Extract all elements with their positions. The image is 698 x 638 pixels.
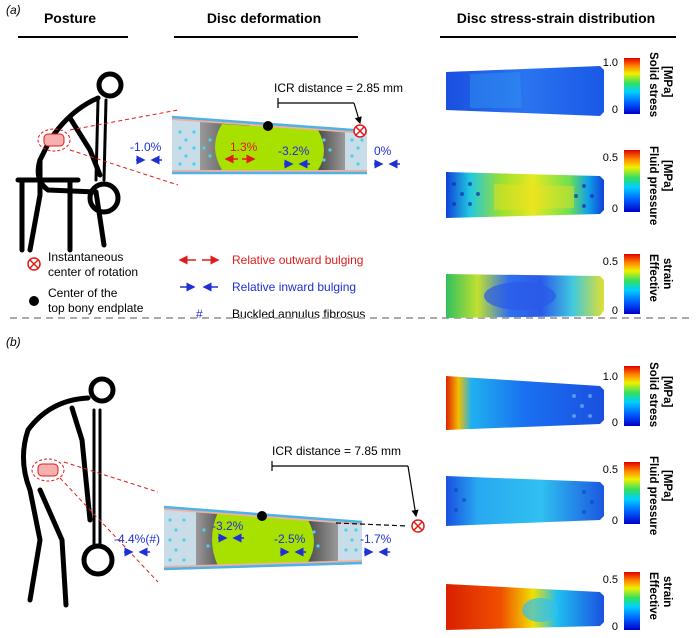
label-a-left-outer: -1.0% — [130, 140, 162, 154]
legend-icr-line1: Instantaneous — [48, 250, 123, 264]
map-b-effective-strain — [446, 584, 604, 630]
legend-buckled-symbol: # — [196, 307, 203, 321]
label-a-right-outer: 0% — [374, 144, 392, 158]
legend-inward: Relative inward bulging — [232, 280, 356, 294]
map-a-effective-strain — [446, 274, 604, 318]
icr-symbol-a — [353, 124, 367, 138]
seated-figure-icon — [15, 71, 124, 253]
colorbar-b3-title1: Effective — [647, 572, 659, 620]
colorbar-a1-title1: Solid stress — [647, 52, 659, 117]
panel-b-tag: (b) — [6, 335, 21, 349]
label-a-center-blue: -3.2% — [278, 144, 310, 158]
colorbar-a2-max: 0.5 — [603, 152, 618, 164]
map-a-fluid-pressure — [446, 172, 604, 218]
endplate-center-dot-b — [257, 511, 267, 521]
colorbar-b-fluid-pressure: 0.5 0 Fluid pressure [MPa] — [603, 456, 673, 535]
label-b-left-outer: -4.4%(#) — [114, 532, 160, 546]
map-a-solid-stress — [446, 66, 604, 116]
colorbar-b1-max: 1.0 — [603, 371, 618, 383]
colorbar-a1-max: 1.0 — [603, 57, 618, 69]
legend-icr-line2: center of rotation — [48, 265, 138, 279]
spine-highlight-b — [31, 458, 65, 482]
colorbar-a-effective-strain: 0.5 0 Effective strain — [603, 254, 673, 317]
colorbar-a3-min: 0 — [612, 305, 618, 317]
label-a-center-red: 1.3% — [230, 140, 258, 154]
zoom-line-b-bottom — [59, 477, 159, 583]
label-b-left-inner: -3.2% — [212, 519, 244, 533]
colorbar-b-solid-stress: 1.0 0 Solid stress [MPa] — [603, 362, 673, 429]
legend-endplate-line2: top bony endplate — [48, 301, 144, 315]
colorbar-b2-title2: [MPa] — [661, 470, 673, 501]
colorbar-a2-title1: Fluid pressure — [647, 146, 659, 225]
colorbar-a-fluid-pressure: 0.5 0 Fluid pressure [MPa] — [603, 146, 673, 225]
colorbar-a1-title2: [MPa] — [661, 66, 673, 97]
icr-distance-bar-a — [277, 98, 362, 125]
colorbar-b2-min: 0 — [612, 515, 618, 527]
colorbar-b3-title2: strain — [661, 576, 673, 607]
disc-icon-b — [37, 463, 59, 477]
icr-distance-bar-b — [271, 461, 419, 527]
zoom-line-b-top — [63, 461, 159, 493]
label-b-center: -2.5% — [274, 532, 306, 546]
icr-distance-b: ICR distance = 7.85 mm — [272, 444, 401, 458]
zoom-line-a-bottom — [69, 149, 179, 186]
icr-distance-a: ICR distance = 2.85 mm — [274, 81, 403, 95]
zoom-line-a-top — [69, 109, 179, 131]
colorbar-a3-max: 0.5 — [603, 256, 618, 268]
colorbar-b-effective-strain: 0.5 0 Effective strain — [603, 572, 673, 633]
icr-symbol-b — [411, 519, 425, 533]
header-disc-deformation: Disc deformation — [207, 10, 321, 26]
colorbar-b1-title1: Solid stress — [647, 362, 659, 427]
disc-icon-a — [43, 133, 65, 147]
map-b-solid-stress — [446, 376, 604, 430]
colorbar-b1-min: 0 — [612, 417, 618, 429]
label-b-right-outer: -1.7% — [360, 532, 392, 546]
panel-a-tag: (a) — [6, 3, 21, 17]
legend-endplate-line1: Center of the — [48, 286, 118, 300]
map-b-fluid-pressure — [446, 476, 604, 526]
colorbar-a2-min: 0 — [612, 203, 618, 215]
legend-icr-icon — [27, 257, 41, 271]
colorbar-a3-title2: strain — [661, 258, 673, 289]
colorbar-b1-title2: [MPa] — [661, 376, 673, 407]
header-stress-strain: Disc stress-strain distribution — [457, 10, 655, 26]
colorbar-b2-max: 0.5 — [603, 464, 618, 476]
spine-highlight-a — [37, 128, 71, 152]
colorbar-b2-title1: Fluid pressure — [647, 456, 659, 535]
legend-outward: Relative outward bulging — [232, 253, 363, 267]
colorbar-b3-max: 0.5 — [603, 574, 618, 586]
bending-figure-icon — [21, 376, 116, 608]
colorbar-a1-min: 0 — [612, 104, 618, 116]
colorbar-a-solid-stress: 1.0 0 Solid stress [MPa] — [603, 52, 673, 117]
endplate-center-dot-a — [263, 121, 273, 131]
legend-endplate-dot-icon — [29, 296, 39, 306]
colorbar-b3-min: 0 — [612, 621, 618, 633]
colorbar-a3-title1: Effective — [647, 254, 659, 302]
header-posture: Posture — [44, 10, 96, 26]
colorbar-a2-title2: [MPa] — [661, 160, 673, 191]
